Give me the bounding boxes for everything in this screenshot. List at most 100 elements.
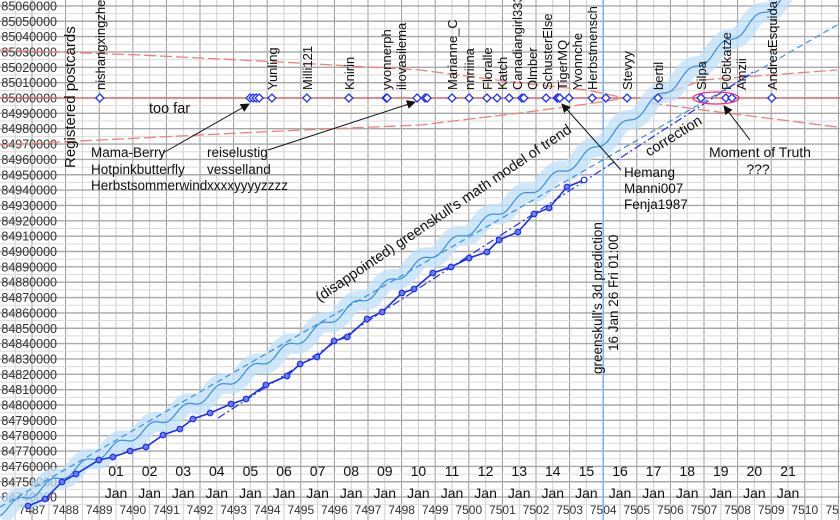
registered-data-point xyxy=(378,308,386,316)
x-tick-label: 7493 xyxy=(220,503,247,517)
postcard-marker-diamond xyxy=(464,93,475,103)
registered-data-point xyxy=(330,337,338,345)
y-tick-label: 85050000 xyxy=(1,15,57,29)
y-tick-label: 84940000 xyxy=(1,184,57,198)
registered-data-point xyxy=(580,176,588,184)
x-tick-label: 7496 xyxy=(321,503,348,517)
date-label-day: 17 xyxy=(646,463,662,479)
y-tick-label: 84820000 xyxy=(1,368,57,382)
funnel-lower-left xyxy=(0,98,621,146)
y-tick-label: 84840000 xyxy=(1,337,57,351)
marker-name-label: Olmber xyxy=(525,47,540,90)
y-tick-label: 84780000 xyxy=(1,429,57,443)
marker-name-label: Yunling xyxy=(265,47,280,90)
postcard-marker-diamond xyxy=(564,93,574,103)
registered-data-point xyxy=(24,502,32,510)
date-label-month: Jan xyxy=(172,485,195,501)
date-label-month: Jan xyxy=(542,485,565,501)
x-tick-label: 7494 xyxy=(254,503,281,517)
x-tick-label: 7490 xyxy=(119,503,146,517)
x-tick-label: 7489 xyxy=(86,503,113,517)
arrow-group1 xyxy=(162,103,250,154)
date-label-month: Jan xyxy=(407,485,430,501)
registered-data-point xyxy=(343,333,351,341)
postcard-marker-diamond xyxy=(766,93,777,103)
registered-data-point xyxy=(242,395,250,403)
date-label-month: Jan xyxy=(306,485,329,501)
x-tick-label: 7506 xyxy=(657,503,684,517)
postcard-marker-diamond xyxy=(600,93,611,103)
marker-name-label: Floralle xyxy=(480,47,495,90)
date-label-month: Jan xyxy=(206,485,229,501)
date-label-month: Jan xyxy=(676,485,699,501)
marker-name-label: nnriiina xyxy=(462,47,477,90)
marker-name-label: Milli121 xyxy=(300,46,315,90)
trend-dashed-line xyxy=(0,24,838,508)
marker-name-label: iliovasilema xyxy=(394,22,409,90)
registered-data-point xyxy=(483,248,491,256)
correction-line xyxy=(217,71,754,419)
date-label-day: 03 xyxy=(175,463,191,479)
funnel-lower-right xyxy=(650,102,838,128)
postcard-marker-diamond xyxy=(94,93,105,103)
registered-data-point xyxy=(545,204,553,212)
date-label-day: 16 xyxy=(612,463,628,479)
x-tick-label: 7491 xyxy=(153,503,180,517)
x-tick-label: 7510 xyxy=(791,503,818,517)
date-label-month: Jan xyxy=(609,485,632,501)
registered-data-point xyxy=(530,210,538,218)
moment-of-truth-label: Moment of Truth xyxy=(709,144,811,160)
y-tick-label: 84850000 xyxy=(1,322,57,336)
marker-name-label: yvonnerph xyxy=(379,29,394,90)
date-label-day: 02 xyxy=(142,463,158,479)
registered-data-point xyxy=(109,453,117,461)
postcard-marker-diamond xyxy=(382,93,393,103)
date-label-month: Jan xyxy=(273,485,296,501)
x-axis-ticks: 7487 7488 7489 7490 7491 7492 7493 7494 7495 7496… xyxy=(19,503,840,517)
x-tick-label: 7502 xyxy=(523,503,550,517)
arrow-group2 xyxy=(267,100,416,151)
registered-line xyxy=(27,179,585,507)
marker-name-label: Stevyy xyxy=(620,50,635,90)
y-tick-label: 84960000 xyxy=(1,153,57,167)
y-tick-label: 85030000 xyxy=(1,45,57,59)
registered-data-point xyxy=(363,315,371,323)
marker-name-label: nishangxingzhe xyxy=(93,0,108,90)
marker-name-label: AndreaEsquida xyxy=(765,0,780,90)
marker-name-label: P05tkatze xyxy=(719,32,734,90)
marker-name-label: TigerMQ xyxy=(555,40,570,90)
date-label-month: Jan xyxy=(374,485,397,501)
group2-name: vesselland xyxy=(207,162,271,177)
marker-name-label: Silpa xyxy=(694,60,709,90)
marker-name-label: bertil xyxy=(651,62,666,90)
registered-data-point xyxy=(495,236,503,244)
date-labels: 01 Jan 02 Jan 03 Jan 04 Jan 05 Jan 06 Jan 07 Jan 08 Jan… xyxy=(105,463,800,501)
date-label-month: Jan xyxy=(340,485,363,501)
date-label-day: 05 xyxy=(243,463,259,479)
y-tick-label: 84800000 xyxy=(1,399,57,413)
postcard-marker-diamond xyxy=(266,93,277,103)
y-tick-label: 84970000 xyxy=(1,138,57,152)
moment-question-label: ??? xyxy=(746,161,770,177)
x-tick-label: 7488 xyxy=(52,503,79,517)
date-label-month: Jan xyxy=(710,485,733,501)
y-tick-label: 84770000 xyxy=(1,445,57,459)
annotations: too far Mama-Berry Hotpinkbutterfly Herb… xyxy=(91,91,811,306)
date-label-day: 01 xyxy=(108,463,124,479)
marker-name-label: Yvonnche xyxy=(570,33,585,90)
funnel-upper-left xyxy=(0,49,621,98)
date-label-day: 07 xyxy=(310,463,326,479)
group2-name: reiselustig xyxy=(207,145,268,160)
date-label-day: 10 xyxy=(411,463,427,479)
date-label-day: 18 xyxy=(679,463,695,479)
postcard-marker-diamond xyxy=(622,93,632,103)
registered-data-point xyxy=(126,447,134,455)
date-label-month: Jan xyxy=(105,485,128,501)
date-label-day: 14 xyxy=(545,463,561,479)
y-tick-label: 84990000 xyxy=(1,107,57,121)
registered-data-point xyxy=(262,381,270,389)
registered-data-point xyxy=(563,183,571,191)
group3-name: Hemang xyxy=(624,165,675,180)
y-tick-label: 84830000 xyxy=(1,352,57,366)
